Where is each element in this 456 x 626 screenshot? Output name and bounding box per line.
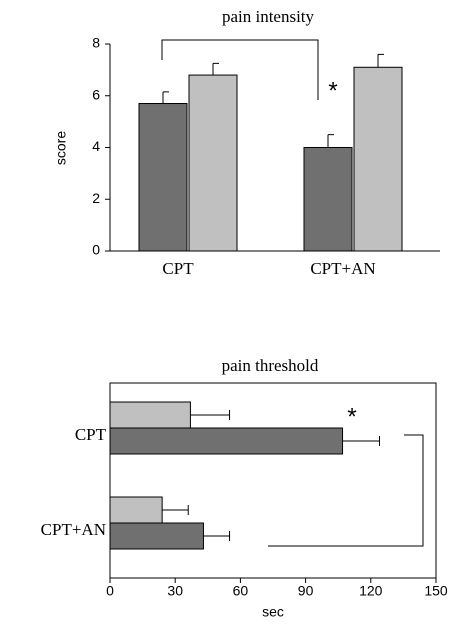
annotation: * [347, 403, 356, 430]
error-bar [203, 531, 231, 541]
bar [109, 522, 204, 550]
x-axis-label: sec [262, 604, 284, 620]
error-bar [327, 134, 334, 148]
y-tick-label: CPT [75, 425, 107, 444]
y-tick-label: 0 [92, 242, 100, 258]
y-tick-label: 6 [92, 86, 100, 102]
bar [109, 401, 191, 429]
bracket [268, 434, 424, 547]
x-tick-label: 30 [167, 583, 183, 599]
chart-title: pain threshold [222, 356, 319, 375]
bar [353, 66, 403, 252]
bar [109, 496, 163, 524]
x-tick-label: CPT+AN [310, 259, 375, 278]
y-tick-label: 4 [92, 138, 100, 154]
error-bar [342, 436, 380, 446]
x-tick-label: 150 [424, 583, 448, 599]
error-bar [377, 53, 384, 68]
bar [109, 427, 344, 455]
x-tick-label: 120 [359, 583, 383, 599]
y-tick-label: 2 [92, 190, 100, 206]
x-tick-label: 90 [298, 583, 314, 599]
y-tick-label: 8 [92, 35, 100, 51]
bar [138, 103, 188, 252]
y-tick-label: CPT+AN [41, 520, 106, 539]
plot-frame [109, 382, 437, 579]
error-bar [190, 410, 231, 420]
error-bar [162, 505, 189, 515]
chart-title: pain intensity [222, 7, 315, 26]
x-tick-label: CPT [162, 259, 194, 278]
annotation: * [328, 77, 337, 104]
error-bar [212, 62, 219, 76]
x-tick-label: 60 [233, 583, 249, 599]
error-bar [162, 91, 169, 104]
bar [188, 74, 238, 252]
x-tick-label: 0 [106, 583, 114, 599]
y-axis-label: score [53, 131, 69, 165]
bar [303, 147, 353, 252]
bracket [161, 39, 319, 100]
